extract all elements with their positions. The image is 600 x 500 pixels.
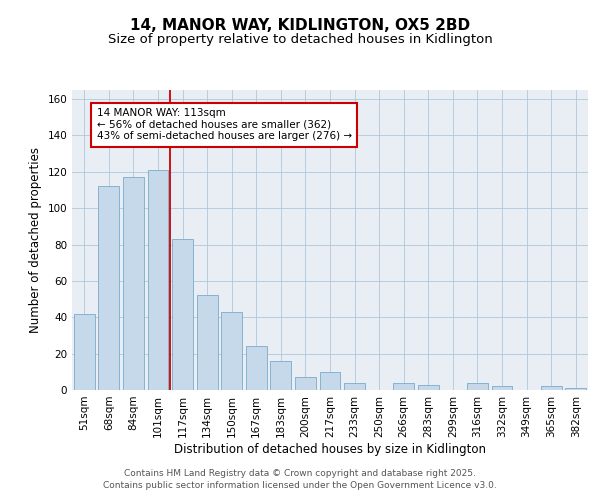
Bar [344,382,365,390]
Bar [271,361,292,390]
Text: Size of property relative to detached houses in Kidlington: Size of property relative to detached ho… [107,32,493,46]
Bar [295,378,316,390]
Y-axis label: Number of detached properties: Number of detached properties [29,147,42,333]
Bar [393,382,414,390]
Bar [246,346,267,390]
Bar [74,314,95,390]
Bar [541,386,562,390]
Bar [467,382,488,390]
Bar [221,312,242,390]
Bar [418,384,439,390]
Bar [98,186,119,390]
Bar [491,386,512,390]
Text: 14 MANOR WAY: 113sqm
← 56% of detached houses are smaller (362)
43% of semi-deta: 14 MANOR WAY: 113sqm ← 56% of detached h… [97,108,352,142]
Bar [123,178,144,390]
Bar [172,239,193,390]
Bar [320,372,340,390]
Text: 14, MANOR WAY, KIDLINGTON, OX5 2BD: 14, MANOR WAY, KIDLINGTON, OX5 2BD [130,18,470,32]
X-axis label: Distribution of detached houses by size in Kidlington: Distribution of detached houses by size … [174,442,486,456]
Bar [197,296,218,390]
Bar [565,388,586,390]
Bar [148,170,169,390]
Text: Contains HM Land Registry data © Crown copyright and database right 2025.
Contai: Contains HM Land Registry data © Crown c… [103,468,497,490]
